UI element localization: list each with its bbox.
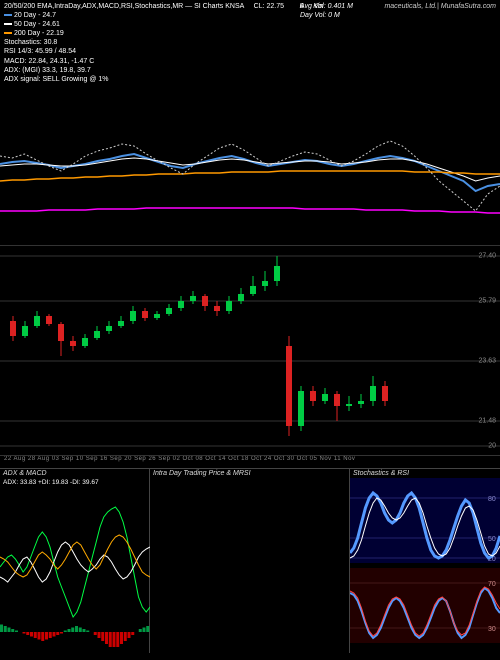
ema-chart-area — [0, 86, 500, 246]
stoch-title: Stochastics & RSI — [350, 469, 500, 478]
y-axis-label: 20 — [488, 442, 496, 449]
y-axis-label: 27.40 — [478, 252, 496, 259]
legend-item-ema50: 50 Day - 24.61 — [4, 20, 496, 29]
legend-item-ema20: 20 Day - 24.7 — [4, 11, 496, 20]
avg-volume-label: Avg Vol: 0.401 M — [300, 2, 353, 11]
legend-item-adx: ADX: (MGI) 33.3, 19.8, 39.7 — [4, 66, 496, 75]
legend-item-macd: MACD: 22.84, 24.31, -1.47 C — [4, 57, 496, 66]
svg-text:70: 70 — [488, 581, 496, 588]
close-label: CL: — [254, 3, 265, 10]
legend-item-rsi: RSI 14/3: 45.99 / 48.54 — [4, 47, 496, 56]
legend-item-ema200: 200 Day - 22.19 — [4, 29, 496, 38]
intraday-title: Intra Day Trading Price & MRSI — [150, 469, 349, 478]
close-value: 22.75 — [267, 3, 285, 10]
day-volume-label: Day Vol: 0 M — [300, 11, 353, 20]
legend-item-stoch: Stochastics: 30.8 — [4, 38, 496, 47]
adx-macd-panel: ADX & MACD ADX: 33.83 +DI: 19.83 -DI: 39… — [0, 469, 150, 653]
y-axis-label: 23.63 — [478, 357, 496, 364]
indicator-panels: ADX & MACD ADX: 33.83 +DI: 19.83 -DI: 39… — [0, 468, 500, 653]
y-axis-label: 25.79 — [478, 297, 496, 304]
adx-panel-title: ADX & MACD — [0, 469, 149, 478]
legend-block: 20 Day - 24.750 Day - 24.61200 Day - 22.… — [4, 11, 496, 84]
y-axis-label: 21.48 — [478, 417, 496, 424]
chart-title: 20/50/200 EMA,IntraDay,ADX,MACD,RSI,Stoc… — [4, 3, 244, 10]
svg-text:50: 50 — [488, 536, 496, 543]
date-axis: 22 Aug 28 Aug 03 Sep 10 Sep 16 Sep 20 Se… — [0, 456, 500, 468]
stochastics-panel: Stochastics & RSI 8050207030 — [350, 469, 500, 653]
candlestick-chart-area: 27.40 25.79 23.63 21.48 20 — [0, 246, 500, 456]
legend-item-adx_signal: ADX signal: SELL Growing @ 1% — [4, 75, 496, 84]
source-attribution: maceuticals, Ltd.| MunafaSutra.com — [384, 2, 496, 11]
svg-text:80: 80 — [488, 496, 496, 503]
adx-values: ADX: 33.83 +DI: 19.83 -DI: 39.67 — [0, 478, 149, 487]
svg-text:30: 30 — [488, 626, 496, 633]
chart-header: 20/50/200 EMA,IntraDay,ADX,MACD,RSI,Stoc… — [0, 0, 500, 86]
intraday-panel: Intra Day Trading Price & MRSI — [150, 469, 350, 653]
